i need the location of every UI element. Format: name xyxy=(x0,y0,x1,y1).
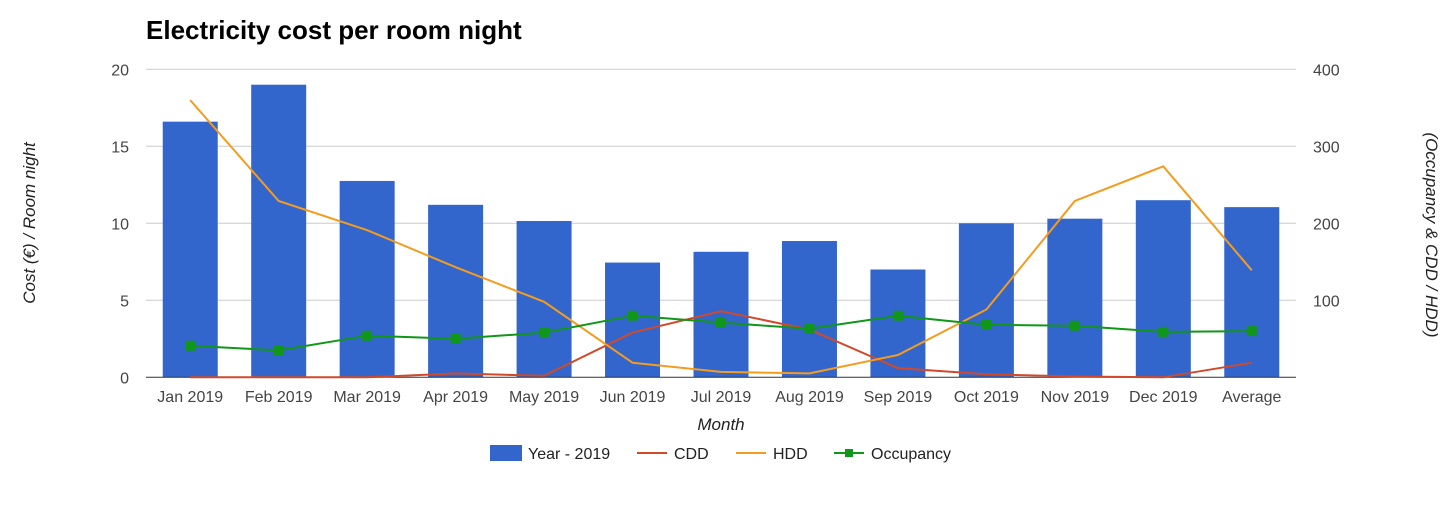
legend-label: Year - 2019 xyxy=(528,446,610,463)
point-marker xyxy=(539,327,550,338)
bar xyxy=(1135,200,1191,378)
x-tick-label: Sep 2019 xyxy=(864,389,933,406)
point-marker xyxy=(804,323,815,334)
point-marker xyxy=(450,333,461,344)
right-axis-ticks: 100 200 300 400 xyxy=(1313,62,1340,310)
bar xyxy=(781,241,837,378)
x-tick-label: Nov 2019 xyxy=(1041,389,1110,406)
bar xyxy=(870,269,926,378)
left-tick-label: 10 xyxy=(111,216,129,233)
x-tick-label: Dec 2019 xyxy=(1129,389,1198,406)
point-marker xyxy=(981,319,992,330)
left-tick-label: 15 xyxy=(111,139,129,156)
point-marker xyxy=(273,345,284,356)
left-tick-label: 0 xyxy=(120,370,129,387)
legend-swatch xyxy=(490,445,522,461)
bar xyxy=(251,84,307,378)
right-tick-label: 200 xyxy=(1313,216,1340,233)
legend-label: HDD xyxy=(773,446,808,463)
legend: Year - 2019 CDD HDD Occupancy xyxy=(490,445,951,463)
right-axis-title: (Occupancy & CDD / HDD) xyxy=(1422,133,1441,338)
right-tick-label: 400 xyxy=(1313,62,1340,79)
bar xyxy=(162,121,218,378)
point-marker xyxy=(627,310,638,321)
x-tick-label: Jul 2019 xyxy=(691,389,752,406)
line-series xyxy=(185,99,1257,379)
line-cdd xyxy=(190,310,1252,379)
x-axis-ticks: Jan 2019 Feb 2019 Mar 2019 Apr 2019 May 2019… xyxy=(157,389,1281,406)
point-marker xyxy=(1158,326,1169,337)
x-tick-label: Aug 2019 xyxy=(775,389,844,406)
x-tick-label: Feb 2019 xyxy=(245,389,313,406)
bar xyxy=(339,180,395,378)
left-axis-ticks: 0 5 10 15 20 xyxy=(111,62,129,387)
x-tick-label: Mar 2019 xyxy=(333,389,401,406)
x-tick-label: Oct 2019 xyxy=(954,389,1019,406)
bar xyxy=(428,204,484,378)
bar xyxy=(958,223,1014,378)
x-tick-label: Apr 2019 xyxy=(423,389,488,406)
line-hdd xyxy=(189,99,1253,375)
x-tick-label: May 2019 xyxy=(509,389,579,406)
left-tick-label: 20 xyxy=(111,62,129,79)
right-tick-label: 300 xyxy=(1313,139,1340,156)
bar-series xyxy=(162,84,1280,378)
point-marker xyxy=(1069,320,1080,331)
x-axis-title: Month xyxy=(697,415,744,434)
left-axis-title: Cost (€) / Room night xyxy=(20,141,39,304)
x-tick-label: Jan 2019 xyxy=(157,389,223,406)
left-tick-label: 5 xyxy=(120,293,129,310)
chart-title: Electricity cost per room night xyxy=(146,15,522,45)
bar xyxy=(516,220,572,378)
right-tick-label: 100 xyxy=(1313,293,1340,310)
point-marker xyxy=(716,317,726,328)
legend-label: Occupancy xyxy=(871,446,951,463)
point-marker xyxy=(1246,326,1257,337)
bar xyxy=(1047,218,1103,378)
point-marker xyxy=(185,340,196,351)
x-tick-label: Average xyxy=(1222,389,1281,406)
legend-label: CDD xyxy=(674,446,709,463)
point-marker xyxy=(362,330,373,341)
x-tick-label: Jun 2019 xyxy=(600,389,666,406)
legend-marker xyxy=(845,449,853,457)
bar xyxy=(1224,207,1280,378)
point-marker xyxy=(892,310,903,321)
